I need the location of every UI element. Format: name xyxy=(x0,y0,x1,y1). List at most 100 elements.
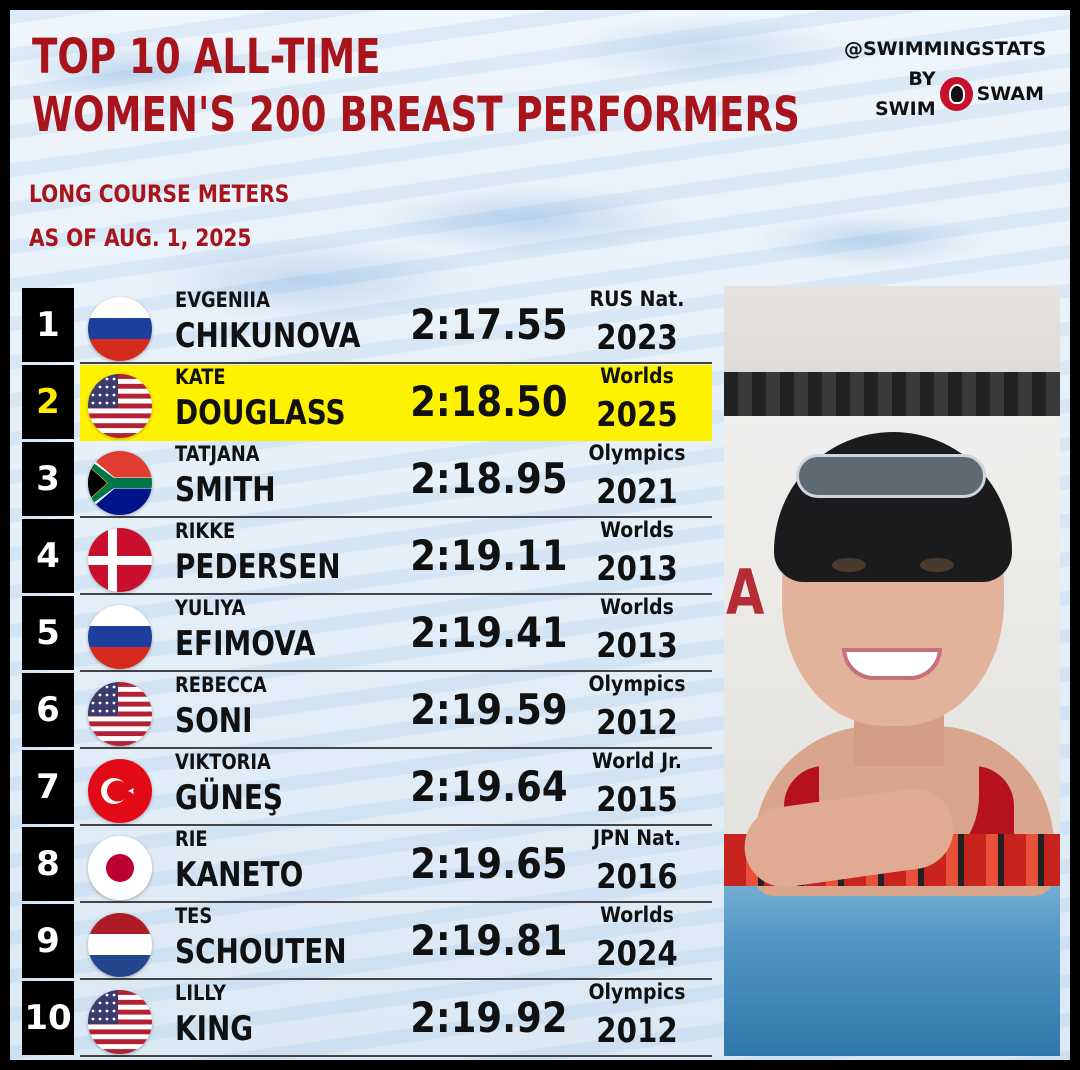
rank-number: 6 xyxy=(22,673,74,747)
first-name: VIKTORIA xyxy=(175,750,271,774)
table-row: 8 RIE KANETO 2:19.65 JPN Nat. 2016 xyxy=(22,826,712,903)
swim-time: 2:19.41 xyxy=(410,608,568,657)
row-content: REBECCA SONI 2:19.59 Olympics 2012 xyxy=(80,672,712,749)
table-row: 7 VIKTORIA GÜNEŞ 2:19.64 World Jr. 2015 xyxy=(22,749,712,826)
meet-year: 2015 xyxy=(596,780,678,820)
rankings-table: 1 EVGENIIA CHIKUNOVA 2:17.55 RUS Nat. 20… xyxy=(22,287,712,1058)
first-name: TES xyxy=(175,904,213,928)
first-name: TATJANA xyxy=(175,442,260,466)
first-name: RIKKE xyxy=(175,519,236,543)
rank-number: 5 xyxy=(22,596,74,670)
turkey-flag-icon xyxy=(88,759,152,823)
table-row: 10 LILLY KING 2:19.92 Olympics 2012 xyxy=(22,980,712,1057)
russia-flag-icon xyxy=(88,605,152,669)
last-name: KING xyxy=(175,1009,254,1049)
row-content: YULIYA EFIMOVA 2:19.41 Worlds 2013 xyxy=(80,595,712,672)
meet-name: World Jr. xyxy=(592,749,682,773)
rank-number: 8 xyxy=(22,827,74,901)
rank-number: 7 xyxy=(22,750,74,824)
rank-number: 3 xyxy=(22,442,74,516)
rank-number: 10 xyxy=(22,981,74,1055)
last-name: SMITH xyxy=(175,470,276,510)
row-content: EVGENIIA CHIKUNOVA 2:17.55 RUS Nat. 2023 xyxy=(80,287,712,364)
usa-flag-icon xyxy=(88,682,152,746)
row-content: RIE KANETO 2:19.65 JPN Nat. 2016 xyxy=(80,826,712,903)
last-name: SONI xyxy=(175,701,253,741)
last-name: GÜNEŞ xyxy=(175,778,283,818)
swim-time: 2:19.81 xyxy=(410,916,568,965)
netherlands-flag-icon xyxy=(88,913,152,977)
subtitle-course: LONG COURSE METERS xyxy=(29,180,290,208)
brand-by: BY SWIM xyxy=(874,68,936,120)
title-line-2: WOMEN'S 200 BREAST PERFORMERS xyxy=(32,87,800,143)
meet-year: 2024 xyxy=(596,934,678,974)
meet-name: Olympics xyxy=(588,441,686,465)
meet-year: 2023 xyxy=(596,318,678,358)
meet-year: 2013 xyxy=(596,549,678,589)
table-row: 5 YULIYA EFIMOVA 2:19.41 Worlds 2013 xyxy=(22,595,712,672)
meet-name: Worlds xyxy=(600,595,674,619)
brand-name: SWAM xyxy=(976,83,1044,105)
first-name: LILLY xyxy=(175,981,226,1005)
swim-time: 2:18.50 xyxy=(410,377,568,426)
last-name: CHIKUNOVA xyxy=(175,316,361,356)
japan-flag-icon xyxy=(88,836,152,900)
meet-name: JPN Nat. xyxy=(592,826,682,850)
swim-time: 2:17.55 xyxy=(410,300,568,349)
first-name: KATE xyxy=(175,365,226,389)
swim-time: 2:19.92 xyxy=(410,993,568,1042)
meet-name: Olympics xyxy=(588,980,686,1004)
last-name: KANETO xyxy=(175,855,304,895)
brand-handle: @SWIMMINGSTATS xyxy=(844,38,1047,60)
rank-number: 4 xyxy=(22,519,74,593)
brand-logo: @SWIMMINGSTATS BY SWIM SWAM xyxy=(844,34,1047,124)
first-name: EVGENIIA xyxy=(175,288,270,312)
meet-year: 2021 xyxy=(596,472,678,512)
meet-year: 2016 xyxy=(596,857,678,897)
table-row: 3 TATJANA SMITH 2:18.95 Olympics 2021 xyxy=(22,441,712,518)
subtitle-date: AS OF AUG. 1, 2025 xyxy=(29,224,252,252)
usa-flag-icon xyxy=(88,374,152,438)
meet-name: Olympics xyxy=(588,672,686,696)
last-name: DOUGLASS xyxy=(175,393,346,433)
meet-year: 2012 xyxy=(596,703,678,743)
swim-time: 2:19.64 xyxy=(410,762,568,811)
meet-year: 2012 xyxy=(596,1011,678,1051)
swim-time: 2:19.59 xyxy=(410,685,568,734)
last-name: EFIMOVA xyxy=(175,624,316,664)
last-name: SCHOUTEN xyxy=(175,932,347,972)
row-content: LILLY KING 2:19.92 Olympics 2012 xyxy=(80,980,712,1057)
swimmer-photo: A B xyxy=(724,286,1060,1056)
meet-name: Worlds xyxy=(600,518,674,542)
swimmer-head-icon xyxy=(939,77,973,111)
row-content: TES SCHOUTEN 2:19.81 Worlds 2024 xyxy=(80,903,712,980)
swim-time: 2:19.65 xyxy=(410,839,568,888)
table-row: 6 REBECCA SONI 2:19.59 Olympics 2012 xyxy=(22,672,712,749)
swim-time: 2:18.95 xyxy=(410,454,568,503)
title-line-1: TOP 10 ALL-TIME xyxy=(32,29,381,85)
usa-flag-icon xyxy=(88,990,152,1054)
south-africa-flag-icon xyxy=(88,451,152,515)
meet-year: 2013 xyxy=(596,626,678,666)
rank-number: 1 xyxy=(22,288,74,362)
row-content: RIKKE PEDERSEN 2:19.11 Worlds 2013 xyxy=(80,518,712,595)
rank-number: 2 xyxy=(22,365,74,439)
meet-name: Worlds xyxy=(600,364,674,388)
infographic-frame: TOP 10 ALL-TIME WOMEN'S 200 BREAST PERFO… xyxy=(10,10,1070,1060)
first-name: YULIYA xyxy=(175,596,246,620)
denmark-flag-icon xyxy=(88,528,152,592)
meet-year: 2025 xyxy=(596,395,678,435)
row-content: VIKTORIA GÜNEŞ 2:19.64 World Jr. 2015 xyxy=(80,749,712,826)
row-content: TATJANA SMITH 2:18.95 Olympics 2021 xyxy=(80,441,712,518)
russia-flag-icon xyxy=(88,297,152,361)
table-row: 1 EVGENIIA CHIKUNOVA 2:17.55 RUS Nat. 20… xyxy=(22,287,712,364)
first-name: REBECCA xyxy=(175,673,267,697)
rank-number: 9 xyxy=(22,904,74,978)
meet-name: Worlds xyxy=(600,903,674,927)
meet-name: RUS Nat. xyxy=(589,287,685,311)
table-row: 4 RIKKE PEDERSEN 2:19.11 Worlds 2013 xyxy=(22,518,712,595)
table-row: 2 KATE DOUGLASS 2:18.50 Worlds 2025 xyxy=(22,364,712,441)
row-content: KATE DOUGLASS 2:18.50 Worlds 2025 xyxy=(80,364,712,441)
table-row: 9 TES SCHOUTEN 2:19.81 Worlds 2024 xyxy=(22,903,712,980)
page-title: TOP 10 ALL-TIME WOMEN'S 200 BREAST PERFO… xyxy=(32,28,800,144)
